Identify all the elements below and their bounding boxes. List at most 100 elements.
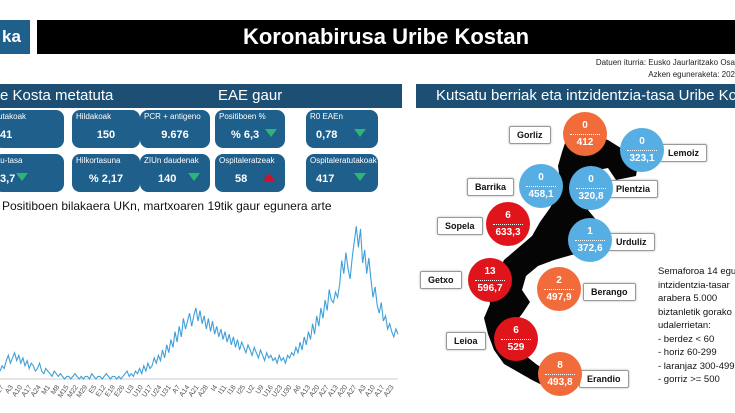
incidence-rate: 372,6 [568, 243, 612, 254]
map-title: Kutsatu berriak eta intzidentzia-tasa Ur… [436, 84, 735, 108]
legend-line: - gorriz >= 500 [658, 373, 735, 387]
tile-label: Positiboen % [219, 112, 266, 121]
trend-down-icon [16, 173, 28, 181]
new-cases: 0 [620, 136, 664, 147]
town-label-lemoiz: Lemoiz [660, 144, 707, 162]
bubble-barrika: 0 458,1 [519, 164, 563, 208]
bubble-urduliz: 1 372,6 [568, 218, 612, 262]
logo-text: ka [2, 27, 21, 46]
tile-icu: ZIUn daudenak 140 [140, 154, 210, 192]
uribe-kosta-map [418, 110, 648, 400]
series-line [0, 226, 398, 379]
tile-value: 150 [72, 129, 140, 141]
bubble-sopela: 6 633,3 [486, 202, 530, 246]
tile-deaths: Hildakoak 150 [72, 110, 140, 148]
tile-label: ZIUn daudenak [144, 156, 199, 165]
tile-value: 58 [235, 173, 285, 185]
tile-label: Hilkortasuna [76, 156, 120, 165]
town-label-berango: Berango [583, 283, 636, 301]
page-title-text: Koronabirusa Uribe Kostan [243, 24, 529, 49]
tile-r0: R0 EAEn 0,78 [306, 110, 378, 148]
legend-line: intzidentzia-tasar [658, 279, 735, 293]
tile-label: tu-tasa [0, 156, 22, 165]
tile-value: 140 [158, 173, 210, 185]
new-cases: 0 [569, 174, 613, 185]
bubble-erandio: 8 493,8 [538, 352, 582, 396]
source-note: Datuen iturria: Eusko Jaurlaritzako Osa [596, 58, 735, 67]
tile-admissions: Ospitaleratzeak 58 [215, 154, 285, 192]
tile-value: 3,7 [0, 173, 64, 185]
tile-label: PCR + antigeno [144, 112, 201, 121]
town-label-sopela: Sopela [437, 217, 483, 235]
new-cases: 0 [519, 172, 563, 183]
incidence-rate: 633,3 [486, 227, 530, 238]
trend-down-icon [188, 173, 200, 181]
legend-line: Semaforoa 14 egu [658, 265, 735, 279]
new-cases: 8 [538, 360, 582, 371]
legend-line: - laranjaz 300-499 [658, 360, 735, 374]
positives-line-chart: M27A3A10A17A24M1M8M15M22M29E5E12E19E26U3… [0, 215, 402, 413]
logo: ka [0, 20, 30, 54]
trend-down-icon [265, 129, 277, 137]
new-cases: 13 [468, 266, 512, 277]
stats-section-bar: e Kosta metatuta EAE gaur [0, 84, 402, 108]
x-tick-label: A28 [197, 384, 210, 398]
bubble-leioa: 6 529 [494, 317, 538, 361]
tile-label: Ospitaleratutakoak [310, 156, 377, 165]
legend-line: - berdez < 60 [658, 333, 735, 347]
tile-value: 9.676 [140, 129, 210, 141]
legend-line: biztanletik gorako [658, 306, 735, 320]
tile-value: % 2,17 [72, 173, 140, 185]
tile-value: 41 [0, 129, 64, 141]
page-title: Koronabirusa Uribe Kostan [37, 20, 735, 54]
legend-line: arabera 5.000 [658, 292, 735, 306]
trend-down-icon [354, 173, 366, 181]
cumulative-title: e Kosta metatuta [0, 84, 113, 108]
incidence-rate: 323,1 [620, 153, 664, 164]
legend-line: - horiz 60-299 [658, 346, 735, 360]
town-label-gorliz: Gorliz [509, 126, 551, 144]
town-label-leioa: Leioa [446, 332, 486, 350]
bubble-gorliz: 0 412 [563, 112, 607, 156]
tile-label: Ospitaleratzeak [219, 156, 275, 165]
new-cases: 0 [563, 120, 607, 131]
incidence-rate: 320,8 [569, 191, 613, 202]
bubble-getxo: 13 596,7 [468, 258, 512, 302]
tile-positive-pct: Positiboen % % 6,3 [215, 110, 285, 148]
update-note: Azken eguneraketa: 202 [648, 70, 735, 79]
tile-value: 417 [316, 173, 378, 185]
town-label-getxo: Getxo [420, 271, 462, 289]
bubble-berango: 2 497,9 [537, 267, 581, 311]
trend-up-icon [263, 173, 275, 181]
town-label-erandio: Erandio [579, 370, 629, 388]
tile-label: R0 EAEn [310, 112, 343, 121]
eae-title: EAE gaur [218, 84, 282, 108]
incidence-rate: 493,8 [538, 377, 582, 388]
bubble-lemoiz: 0 323,1 [620, 128, 664, 172]
tile-rate: tu-tasa 3,7 [0, 154, 64, 192]
new-cases: 6 [494, 325, 538, 336]
incidence-rate: 412 [563, 137, 607, 148]
town-label-urduliz: Urduliz [608, 233, 655, 251]
incidence-rate: 458,1 [519, 189, 563, 200]
town-label-barrika: Barrika [467, 178, 514, 196]
x-tick-label: A23 [383, 384, 396, 398]
new-cases: 6 [486, 210, 530, 221]
town-label-plentzia: Plentzia [608, 180, 658, 198]
tile-mortality: Hilkortasuna % 2,17 [72, 154, 140, 192]
tile-hospitalized: Ospitaleratutakoak 417 [306, 154, 378, 192]
map-legend: Semaforoa 14 egu intzidentzia-tasar arab… [658, 265, 735, 387]
new-cases: 1 [568, 226, 612, 237]
tile-value: 0,78 [316, 129, 378, 141]
chart-title: Positiboen bilakaera UKn, martxoaren 19t… [2, 199, 332, 213]
incidence-rate: 497,9 [537, 292, 581, 303]
tile-label: utakoak [0, 112, 26, 121]
new-cases: 2 [537, 275, 581, 286]
bubble-plentzia: 0 320,8 [569, 166, 613, 210]
legend-line: udalerrietan: [658, 319, 735, 333]
tile-pcr: PCR + antigeno 9.676 [140, 110, 210, 148]
trend-down-icon [354, 129, 366, 137]
incidence-rate: 529 [494, 342, 538, 353]
tile-positives: utakoak 41 [0, 110, 64, 148]
incidence-rate: 596,7 [468, 283, 512, 294]
